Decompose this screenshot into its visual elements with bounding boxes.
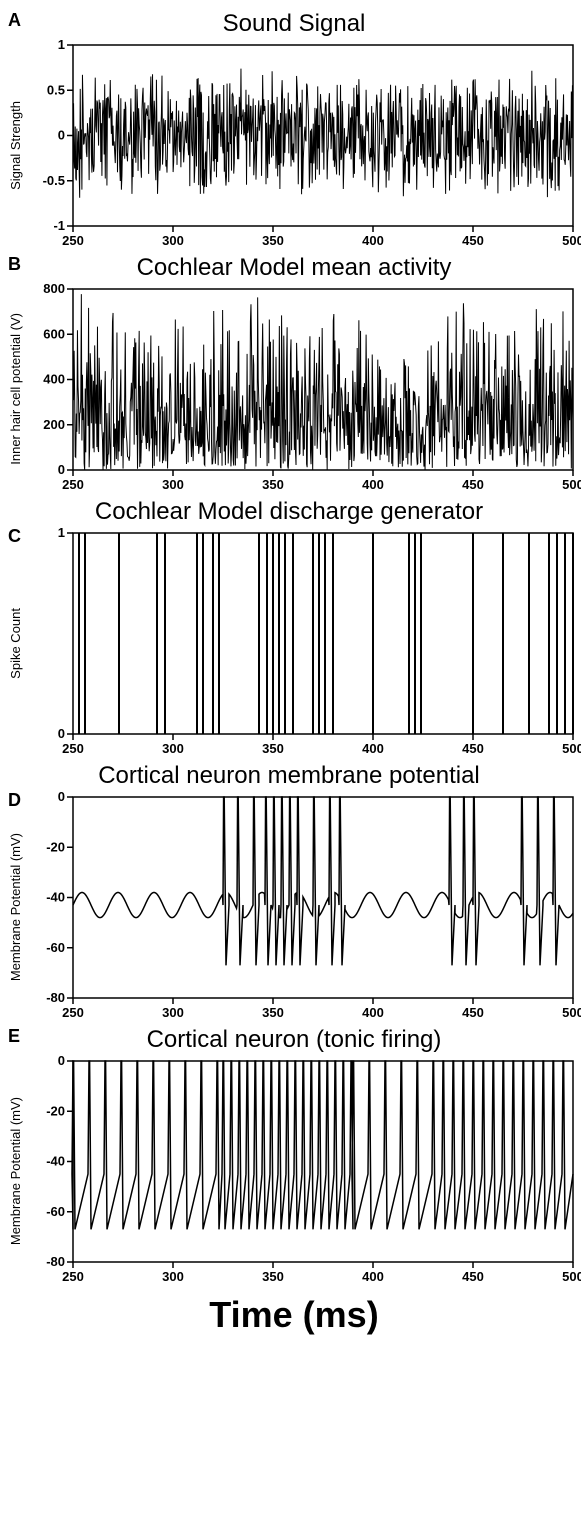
svg-text:600: 600 — [43, 326, 65, 341]
svg-text:250: 250 — [62, 477, 84, 492]
svg-text:-0.5: -0.5 — [43, 173, 65, 188]
svg-text:800: 800 — [43, 284, 65, 296]
plot-wrap-A: Signal Strength -1 -0.5 0 0.5 1 250 300 350 400 4… — [8, 40, 580, 250]
panel-label-A: A — [8, 10, 21, 31]
svg-text:-20: -20 — [46, 1103, 65, 1118]
svg-text:-1: -1 — [53, 218, 65, 233]
xaxis-label: Time (ms) — [8, 1294, 580, 1336]
svg-text:300: 300 — [162, 741, 184, 756]
svg-text:-60: -60 — [46, 1204, 65, 1219]
svg-text:-80: -80 — [46, 990, 65, 1005]
svg-text:-60: -60 — [46, 940, 65, 955]
svg-text:300: 300 — [162, 1269, 184, 1284]
plot-A: -1 -0.5 0 0.5 1 250 300 350 400 450 500 — [23, 40, 581, 250]
svg-text:450: 450 — [462, 233, 484, 248]
ylabel-E: Membrane Potential (mV) — [8, 1097, 23, 1245]
svg-text:450: 450 — [462, 1269, 484, 1284]
svg-text:350: 350 — [262, 477, 284, 492]
panel-label-D: D — [8, 790, 21, 811]
plot-wrap-C: Spike Count 0 1 250 300 350 400 450 500 — [8, 528, 580, 758]
svg-text:500: 500 — [562, 477, 581, 492]
svg-text:350: 350 — [262, 1005, 284, 1020]
svg-text:0.5: 0.5 — [47, 82, 65, 97]
svg-text:1: 1 — [58, 40, 65, 52]
ylabel-B: Inner hair cell potential (V) — [8, 313, 23, 465]
svg-text:400: 400 — [362, 1005, 384, 1020]
svg-text:350: 350 — [262, 741, 284, 756]
svg-text:500: 500 — [562, 1269, 581, 1284]
svg-text:0: 0 — [58, 462, 65, 477]
svg-text:300: 300 — [162, 233, 184, 248]
svg-text:0: 0 — [58, 792, 65, 804]
plot-wrap-E: Membrane Potential (mV) -80 -60 -40 -20 0 250… — [8, 1056, 580, 1286]
panel-title-A: Sound Signal — [8, 10, 580, 38]
panel-B: B Cochlear Model mean activity Inner hai… — [8, 254, 580, 494]
plot-wrap-B: Inner hair cell potential (V) 0 200 400 600… — [8, 284, 580, 494]
svg-text:400: 400 — [362, 477, 384, 492]
svg-text:0: 0 — [58, 1056, 65, 1068]
plot-C: 0 1 250 300 350 400 450 500 — [23, 528, 581, 758]
svg-text:-40: -40 — [46, 890, 65, 905]
panel-title-E: Cortical neuron (tonic firing) — [8, 1026, 580, 1054]
svg-text:1: 1 — [58, 528, 65, 540]
svg-E: -80 -60 -40 -20 0 250 300 350 400 450 500 — [23, 1056, 581, 1286]
svg-text:500: 500 — [562, 1005, 581, 1020]
svg-text:300: 300 — [162, 477, 184, 492]
panel-label-E: E — [8, 1026, 20, 1047]
svg-B: 0 200 400 600 800 250 300 350 400 450 500 — [23, 284, 581, 494]
panel-title-D: Cortical neuron membrane potential — [0, 762, 580, 790]
svg-text:0: 0 — [58, 128, 65, 143]
panel-A: A Sound Signal Signal Strength -1 -0.5 0 0.… — [8, 10, 580, 250]
svg-text:-20: -20 — [46, 839, 65, 854]
svg-C: 0 1 250 300 350 400 450 500 — [23, 528, 581, 758]
svg-text:250: 250 — [62, 1269, 84, 1284]
svg-text:500: 500 — [562, 233, 581, 248]
svg-text:250: 250 — [62, 233, 84, 248]
plot-wrap-D: Membrane Potential (mV) -80 -60 -40 -20 0 250… — [8, 792, 580, 1022]
svg-A: -1 -0.5 0 0.5 1 250 300 350 400 450 500 — [23, 40, 581, 250]
svg-text:450: 450 — [462, 477, 484, 492]
svg-text:250: 250 — [62, 1005, 84, 1020]
panel-label-C: C — [8, 526, 21, 547]
panel-D: Cortical neuron membrane potential D Mem… — [8, 762, 580, 1022]
svg-text:400: 400 — [362, 233, 384, 248]
svg-text:450: 450 — [462, 1005, 484, 1020]
svg-text:400: 400 — [43, 372, 65, 387]
svg-text:300: 300 — [162, 1005, 184, 1020]
plot-D: -80 -60 -40 -20 0 250 300 350 400 450 500 — [23, 792, 581, 1022]
panel-title-C: Cochlear Model discharge generator — [0, 498, 580, 526]
ylabel-D: Membrane Potential (mV) — [8, 833, 23, 981]
panel-E: E Cortical neuron (tonic firing) Membran… — [8, 1026, 580, 1286]
figure-container: A Sound Signal Signal Strength -1 -0.5 0 0.… — [0, 0, 588, 1344]
svg-text:450: 450 — [462, 741, 484, 756]
svg-text:200: 200 — [43, 417, 65, 432]
ylabel-C: Spike Count — [8, 608, 23, 679]
svg-text:-40: -40 — [46, 1154, 65, 1169]
plot-B: 0 200 400 600 800 250 300 350 400 450 500 — [23, 284, 581, 494]
panel-title-B: Cochlear Model mean activity — [8, 254, 580, 282]
svg-text:500: 500 — [562, 741, 581, 756]
plot-E: -80 -60 -40 -20 0 250 300 350 400 450 500 — [23, 1056, 581, 1286]
svg-text:400: 400 — [362, 741, 384, 756]
panel-C: Cochlear Model discharge generator C Spi… — [8, 498, 580, 758]
panel-label-B: B — [8, 254, 21, 275]
svg-text:350: 350 — [262, 1269, 284, 1284]
ylabel-A: Signal Strength — [8, 101, 23, 190]
svg-text:0: 0 — [58, 726, 65, 741]
svg-text:400: 400 — [362, 1269, 384, 1284]
svg-D: -80 -60 -40 -20 0 250 300 350 400 450 500 — [23, 792, 581, 1022]
svg-text:-80: -80 — [46, 1254, 65, 1269]
svg-text:350: 350 — [262, 233, 284, 248]
svg-text:250: 250 — [62, 741, 84, 756]
